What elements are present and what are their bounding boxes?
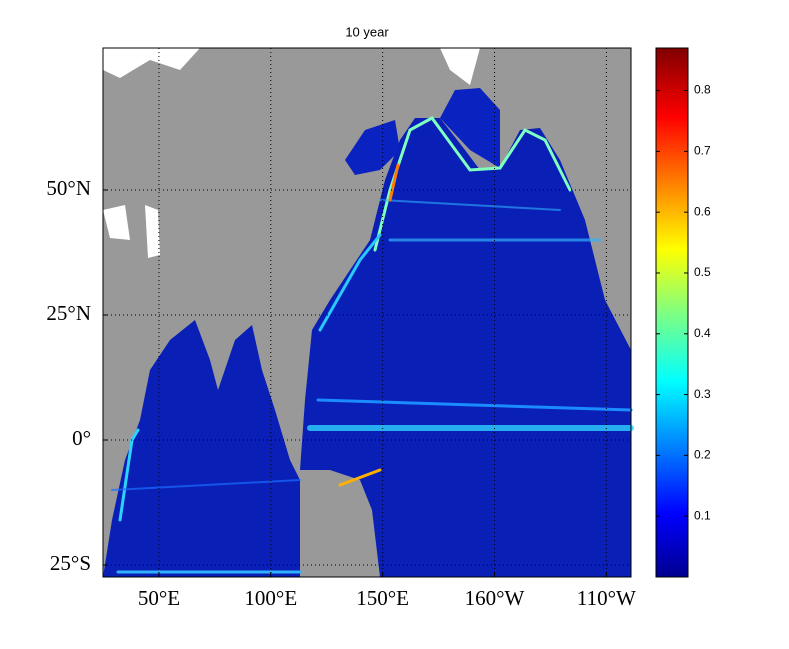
okhotsk-sea bbox=[345, 120, 400, 175]
bering-sea bbox=[440, 88, 500, 168]
indian-ocean bbox=[103, 320, 300, 577]
x-tick-label: 100°E bbox=[244, 586, 297, 610]
map-frame bbox=[102, 47, 632, 578]
colorbar bbox=[655, 47, 689, 578]
x-tick-label: 110°W bbox=[577, 586, 636, 610]
y-tick-label: 25°N bbox=[46, 301, 91, 325]
colorbar-tick-label: 0.7 bbox=[694, 144, 711, 158]
y-tick-label: 0° bbox=[72, 426, 91, 450]
colorbar-tick-label: 0.8 bbox=[694, 83, 711, 97]
colorbar-tick-label: 0.1 bbox=[694, 508, 711, 522]
lakes-and-ice bbox=[103, 48, 480, 258]
map bbox=[103, 48, 634, 577]
title: 10 year bbox=[345, 24, 389, 39]
colorbar-tick-label: 0.5 bbox=[694, 265, 711, 279]
y-tick-label: 50°N bbox=[46, 176, 91, 200]
colorbar-tick-label: 0.4 bbox=[694, 326, 711, 340]
colorbar-tick-label: 0.2 bbox=[694, 448, 711, 462]
colorbar-tick-label: 0.3 bbox=[694, 387, 711, 401]
y-tick-label: 25°S bbox=[50, 551, 91, 575]
x-tick-label: 160°W bbox=[465, 586, 525, 610]
grid bbox=[103, 48, 631, 577]
x-tick-label: 150°E bbox=[356, 586, 409, 610]
colorbar-tick-label: 0.6 bbox=[694, 204, 711, 218]
x-tick-label: 50°E bbox=[138, 586, 180, 610]
